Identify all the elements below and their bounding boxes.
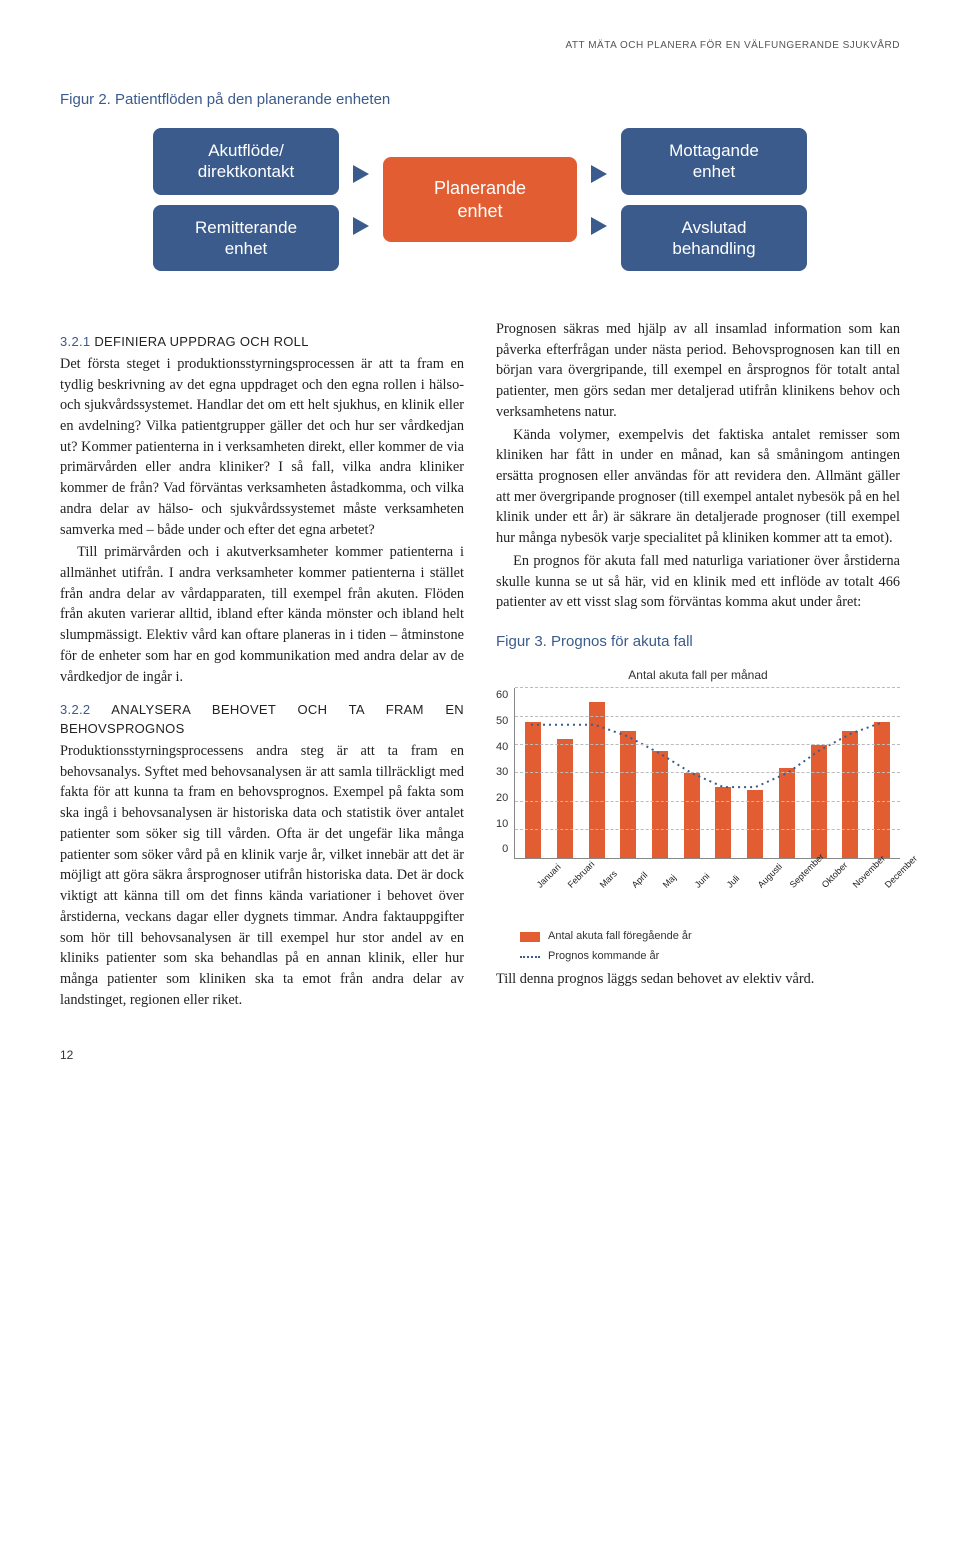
legend-item-trend: Prognos kommande år bbox=[520, 949, 900, 965]
section-number: 3.2.2 bbox=[60, 702, 90, 717]
chart-bar bbox=[557, 739, 573, 858]
section-title: ANALYSERA BEHOVET OCH TA FRAM EN BEHOVSP… bbox=[60, 702, 464, 736]
para-right-c: En prognos för akuta fall med naturliga … bbox=[496, 551, 900, 613]
flow-node-avslut: Avslutadbehandling bbox=[621, 205, 807, 272]
chart-bar bbox=[652, 751, 668, 859]
chart-bar bbox=[684, 773, 700, 858]
chart-bar bbox=[842, 731, 858, 859]
flow-node-planer: Planerandeenhet bbox=[383, 157, 577, 242]
flow-arrows-out bbox=[591, 165, 607, 235]
para-3-2-1-b: Till primärvården och i akutverksamheter… bbox=[60, 542, 464, 687]
section-number: 3.2.1 bbox=[60, 334, 90, 349]
x-axis: JanuariFebruariMarsAprilMajJuniJuliAugus… bbox=[520, 882, 900, 895]
page-number: 12 bbox=[60, 1048, 900, 1062]
flow-node-remit: Remitterandeenhet bbox=[153, 205, 339, 272]
legend-label: Prognos kommande år bbox=[548, 949, 659, 965]
arrow-right-icon bbox=[591, 165, 607, 183]
chart-bar bbox=[525, 722, 541, 858]
arrow-right-icon bbox=[353, 165, 369, 183]
chart-ylabel: Antal akuta fall per månad bbox=[496, 667, 900, 684]
figure3-caption: Till denna prognos läggs sedan behovet a… bbox=[496, 969, 900, 990]
para-right-a: Prognosen säkras med hjälp av all insaml… bbox=[496, 319, 900, 423]
chart-legend: Antal akuta fall föregående år Prognos k… bbox=[496, 929, 900, 965]
page: ATT MÄTA OCH PLANERA FÖR EN VÄLFUNGERAND… bbox=[0, 0, 960, 1102]
para-right-b: Kända volymer, exempelvis det faktiska a… bbox=[496, 425, 900, 549]
figure2-title: Figur 2. Patientflöden på den planerande… bbox=[60, 91, 900, 108]
chart-bar bbox=[874, 722, 890, 858]
y-axis: 0102030405060 bbox=[496, 688, 514, 858]
chart-bar bbox=[589, 702, 605, 858]
body-columns: 3.2.1 DEFINIERA UPPDRAG OCH ROLL Det för… bbox=[60, 319, 900, 1012]
chart-bar bbox=[620, 731, 636, 859]
legend-label: Antal akuta fall föregående år bbox=[548, 929, 692, 945]
para-3-2-1-a: Det första steget i produktionsstyrnings… bbox=[60, 354, 464, 540]
legend-item-bars: Antal akuta fall föregående år bbox=[520, 929, 900, 945]
arrow-right-icon bbox=[353, 217, 369, 235]
section-3-2-2-head: 3.2.2 ANALYSERA BEHOVET OCH TA FRAM EN B… bbox=[60, 701, 464, 739]
legend-swatch-bar-icon bbox=[520, 932, 540, 942]
right-column: Prognosen säkras med hjälp av all insaml… bbox=[496, 319, 900, 1012]
flow-arrows-in bbox=[353, 165, 369, 235]
arrow-right-icon bbox=[591, 217, 607, 235]
left-column: 3.2.1 DEFINIERA UPPDRAG OCH ROLL Det för… bbox=[60, 319, 464, 1012]
legend-swatch-dash-icon bbox=[520, 956, 540, 958]
chart-bar bbox=[779, 768, 795, 859]
chart-bar bbox=[715, 787, 731, 858]
chart-bars bbox=[515, 688, 900, 858]
section-3-2-1-head: 3.2.1 DEFINIERA UPPDRAG OCH ROLL bbox=[60, 333, 464, 352]
section-title: DEFINIERA UPPDRAG OCH ROLL bbox=[94, 334, 308, 349]
running-head: ATT MÄTA OCH PLANERA FÖR EN VÄLFUNGERAND… bbox=[60, 40, 900, 51]
para-3-2-2-a: Produktionsstyrningsprocessens andra ste… bbox=[60, 741, 464, 1010]
figure3-chart: Antal akuta fall per månad 0102030405060… bbox=[496, 667, 900, 965]
figure3-title: Figur 3. Prognos för akuta fall bbox=[496, 631, 900, 653]
flow-node-akut: Akutflöde/direktkontakt bbox=[153, 128, 339, 195]
chart-plot bbox=[514, 688, 900, 859]
flow-node-mottag: Mottagandeenhet bbox=[621, 128, 807, 195]
figure2-flowchart: Akutflöde/direktkontakt Remitterandeenhe… bbox=[60, 128, 900, 271]
